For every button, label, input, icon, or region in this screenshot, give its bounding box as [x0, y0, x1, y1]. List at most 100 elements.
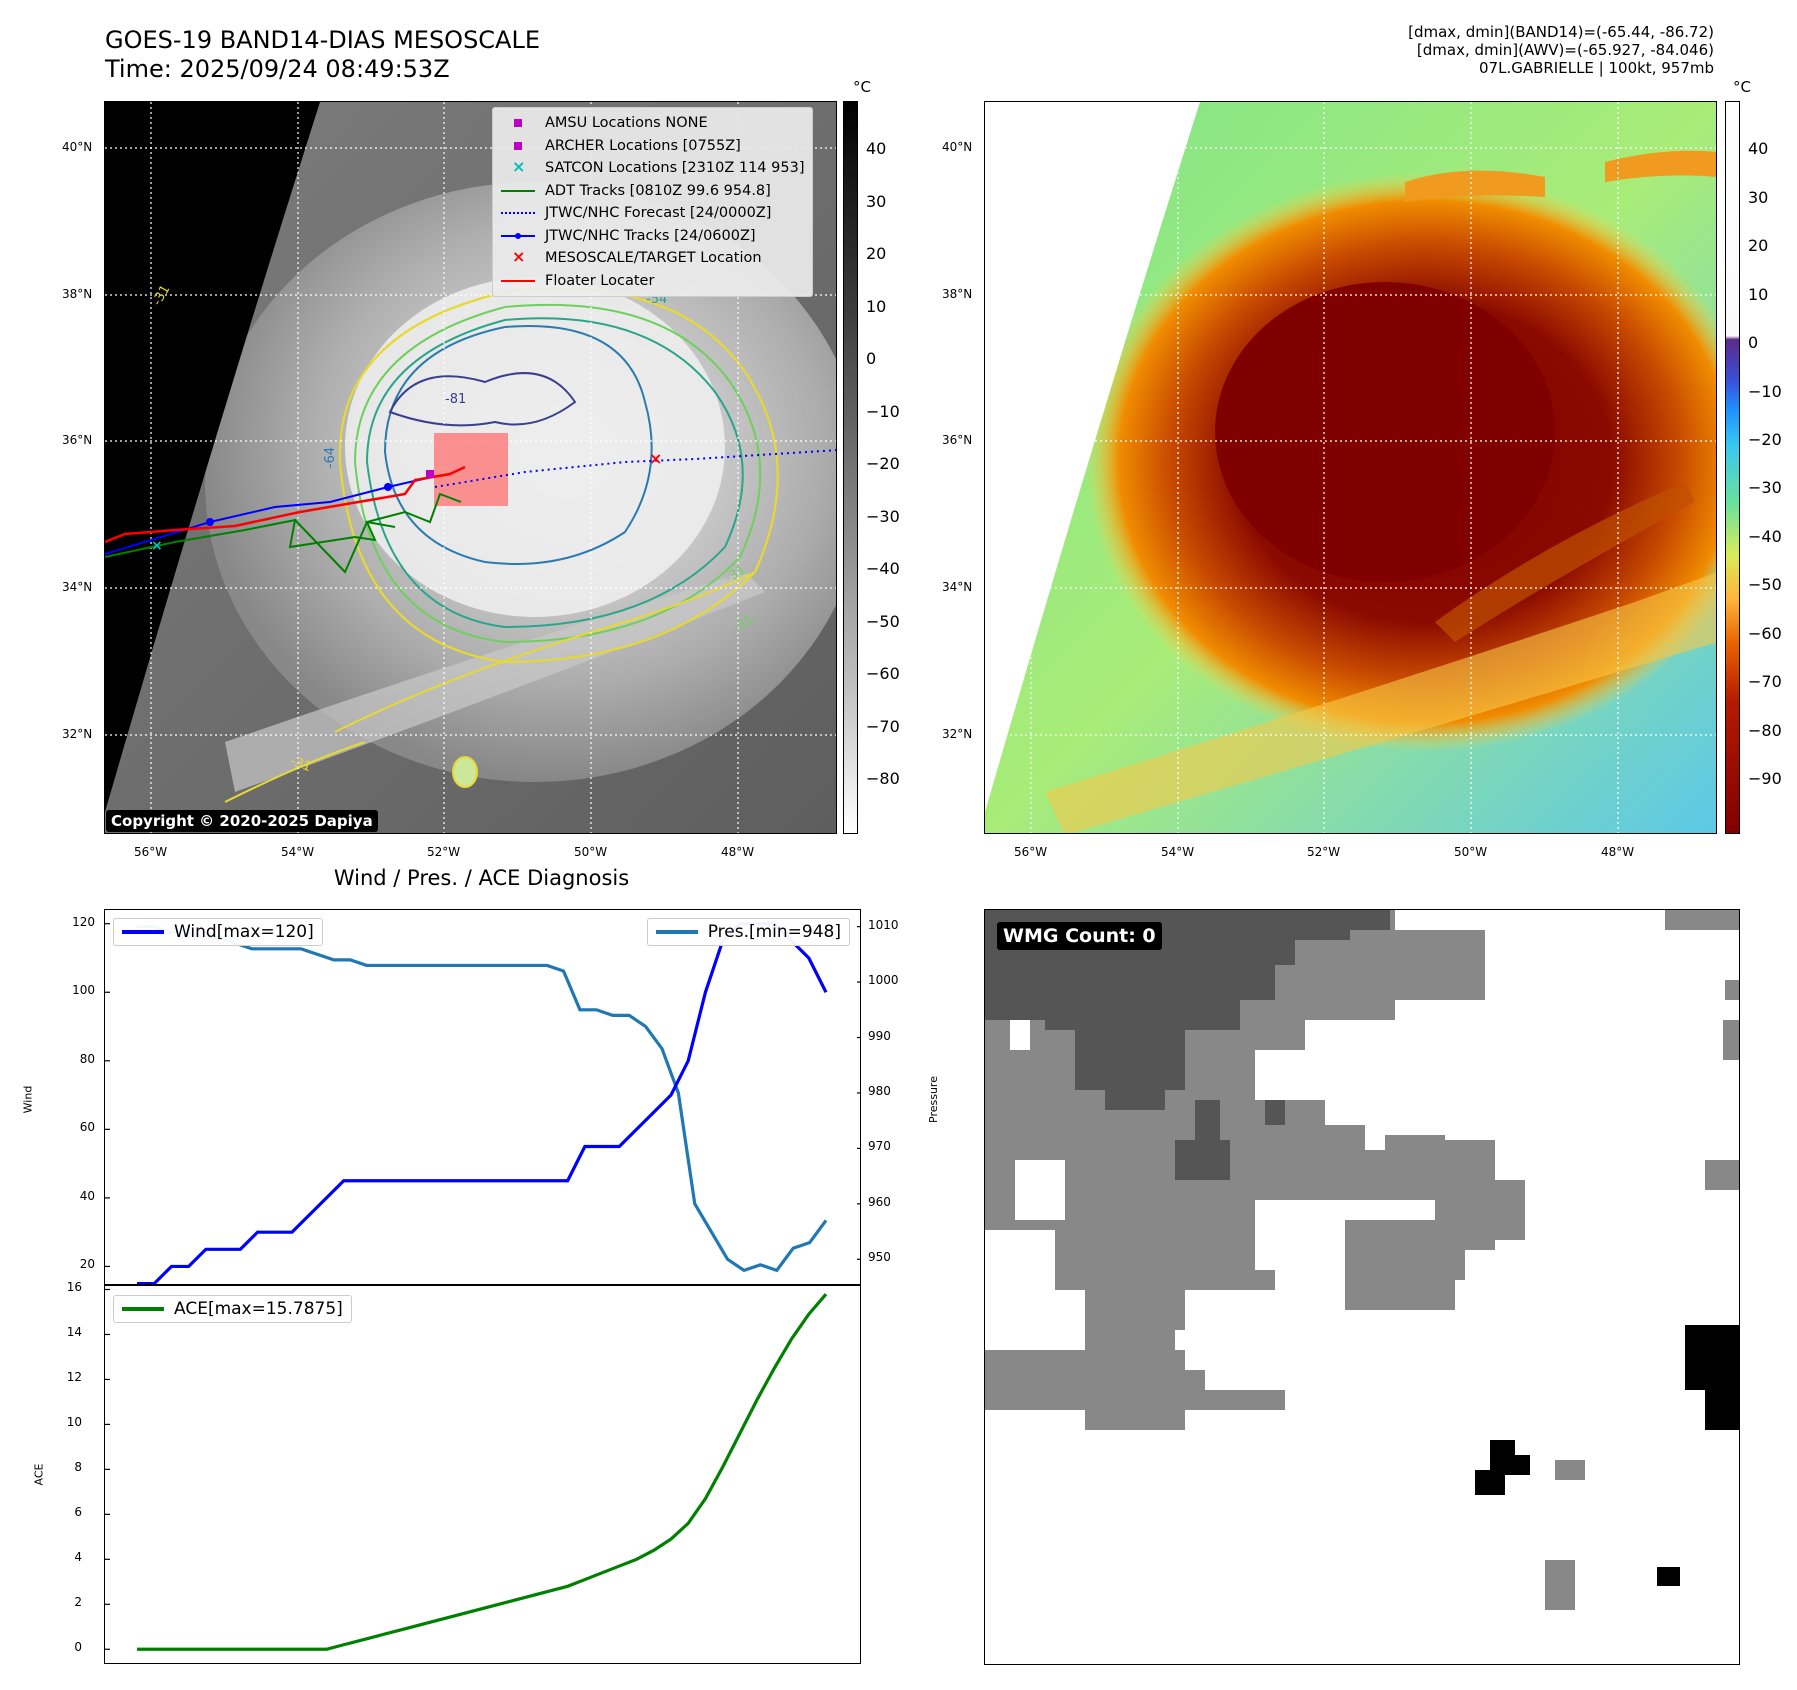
colorbar-left-unit: °C: [853, 78, 871, 96]
wmg-count-badge: WMG Count: 0: [997, 922, 1162, 950]
colorbar-left: [843, 101, 858, 834]
ace-line-icon: [122, 1307, 164, 1311]
ace-plot: [105, 1288, 828, 1651]
awv-map-panel: [984, 101, 1717, 834]
magenta-square-icon: [501, 112, 535, 134]
ace-tick-label: 6: [74, 1505, 82, 1520]
wind-axis-label: Wind: [21, 1085, 35, 1114]
colorbar-tick-label: 10: [1748, 284, 1769, 304]
title-line-1: GOES-19 BAND14-DIAS MESOSCALE: [105, 26, 541, 54]
pressure-line: [137, 925, 828, 1273]
lat-label: 40°N: [62, 140, 93, 154]
ace-tick-label: 10: [66, 1415, 82, 1430]
legend-item: JTWC/NHC Tracks [24/0600Z]: [501, 225, 804, 248]
info-line-3: 07L.GABRIELLE | 100kt, 957mb: [1479, 59, 1714, 77]
legend-label: ADT Tracks [0810Z 99.6 954.8]: [545, 182, 771, 199]
awv-map-image: [985, 102, 1716, 833]
pressure-axis-label: Pressure: [926, 1076, 940, 1123]
diagnosis-title: Wind / Pres. / ACE Diagnosis: [333, 866, 630, 890]
contour-label: -64: [323, 446, 339, 469]
wind-line-icon: [122, 930, 164, 934]
info-line-1: [dmax, dmin](BAND14)=(-65.44, -86.72): [1408, 23, 1714, 41]
contour-label: -81: [445, 392, 467, 407]
ace-tick-label: 14: [66, 1325, 82, 1340]
colorbar-tick-label: −40: [1748, 526, 1782, 546]
colorbar-tick-label: −20: [866, 454, 900, 474]
red-x-icon: ×: [512, 247, 526, 267]
ace-tick-label: 8: [74, 1460, 82, 1475]
lat-label: 36°N: [942, 433, 973, 447]
figure-title: GOES-19 BAND14-DIAS MESOSCALE Time: 2025…: [105, 26, 540, 84]
colorbar-tick-label: −30: [866, 506, 900, 526]
lat-label: 38°N: [62, 287, 93, 301]
pressure-tick-label: 990: [868, 1028, 891, 1043]
ace-legend: ACE[max=15.7875]: [113, 1295, 352, 1323]
pressure-line-icon: [655, 930, 698, 934]
ace-tick-label: 2: [74, 1595, 82, 1610]
legend-label: Floater Locater: [545, 272, 655, 289]
colorbar-right-unit: °C: [1733, 78, 1751, 96]
copyright-badge: Copyright © 2020-2025 Dapiya: [106, 810, 378, 832]
wind-tick-label: 40: [79, 1188, 95, 1203]
wind-legend-label: Wind[max=120]: [174, 922, 314, 942]
red-line-icon: [501, 270, 535, 292]
ace-tick-label: 4: [74, 1550, 82, 1565]
wind-tick-label: 60: [79, 1120, 95, 1135]
wind-tick-label: 100: [72, 983, 95, 998]
colorbar-tick-label: −20: [1748, 429, 1782, 449]
colorbar-tick-label: −90: [1748, 769, 1782, 789]
wind-tick-label: 80: [79, 1051, 95, 1066]
lon-label: 52°W: [427, 845, 461, 859]
info-line-2: [dmax, dmin](AWV)=(-65.927, -84.046): [1416, 41, 1714, 59]
colorbar-tick-label: 20: [866, 244, 887, 264]
wind-pressure-chart: Wind[max=120] Pres.[min=948]: [104, 909, 861, 1286]
pressure-legend: Pres.[min=948]: [646, 918, 850, 946]
wmg-panel: WMG Count: 0: [984, 909, 1740, 1665]
legend-label: SATCON Locations [2310Z 114 953]: [545, 160, 805, 176]
legend-label: ARCHER Locations [0755Z]: [545, 137, 741, 154]
ace-chart: ACE[max=15.7875]: [104, 1284, 861, 1664]
colorbar-tick-label: −80: [866, 769, 900, 789]
ace-tick-label: 16: [66, 1280, 82, 1295]
ir-map-panel: × × -31 -54 -64 -81 -31 -31 -31 Copyrigh…: [104, 101, 837, 834]
legend-item: Floater Locater: [501, 270, 804, 293]
wind-tick-label: 20: [79, 1257, 95, 1272]
colorbar-tick-label: 0: [866, 349, 877, 369]
lon-label: 48°W: [1601, 845, 1635, 859]
colorbar-tick-label: 30: [866, 191, 887, 211]
svg-text:×: ×: [649, 449, 662, 468]
colorbar-tick-label: −60: [866, 664, 900, 684]
blue-dot-line-icon: [501, 225, 535, 247]
colorbar-tick-label: −40: [866, 559, 900, 579]
legend-item: AMSU Locations NONE: [501, 112, 804, 135]
magenta-square-icon: [501, 135, 535, 157]
info-block: [dmax, dmin](BAND14)=(-65.44, -86.72) [d…: [1408, 23, 1714, 77]
legend-label: JTWC/NHC Forecast [24/0000Z]: [545, 205, 772, 221]
green-line-icon: [501, 180, 535, 202]
colorbar-tick-label: −10: [866, 401, 900, 421]
map-legend: AMSU Locations NONE ARCHER Locations [07…: [492, 107, 814, 297]
lon-label: 50°W: [574, 845, 608, 859]
wind-line: [137, 922, 828, 1285]
legend-label: AMSU Locations NONE: [545, 115, 708, 131]
svg-text:×: ×: [151, 538, 163, 554]
lat-label: 40°N: [942, 140, 973, 154]
colorbar-tick-label: 40: [1748, 139, 1769, 159]
pressure-tick-label: 970: [868, 1139, 891, 1154]
colorbar-tick-label: 20: [1748, 236, 1769, 256]
colorbar-tick-label: −80: [1748, 720, 1782, 740]
cyan-x-icon: ×: [512, 157, 526, 177]
legend-item: × SATCON Locations [2310Z 114 953]: [501, 157, 804, 180]
title-line-2: Time: 2025/09/24 08:49:53Z: [105, 55, 450, 83]
colorbar-tick-label: −30: [1748, 478, 1782, 498]
pressure-tick-label: 960: [868, 1194, 891, 1209]
lon-label: 56°W: [1014, 845, 1048, 859]
blue-dotted-line-icon: [501, 202, 535, 224]
colorbar-tick-label: 0: [1748, 333, 1759, 353]
wind-pressure-plot: [105, 922, 860, 1285]
legend-label: JTWC/NHC Tracks [24/0600Z]: [545, 227, 756, 244]
colorbar-tick-label: −50: [1748, 575, 1782, 595]
wmg-image: [985, 910, 1739, 1610]
lon-label: 52°W: [1307, 845, 1341, 859]
lon-label: 54°W: [1161, 845, 1195, 859]
